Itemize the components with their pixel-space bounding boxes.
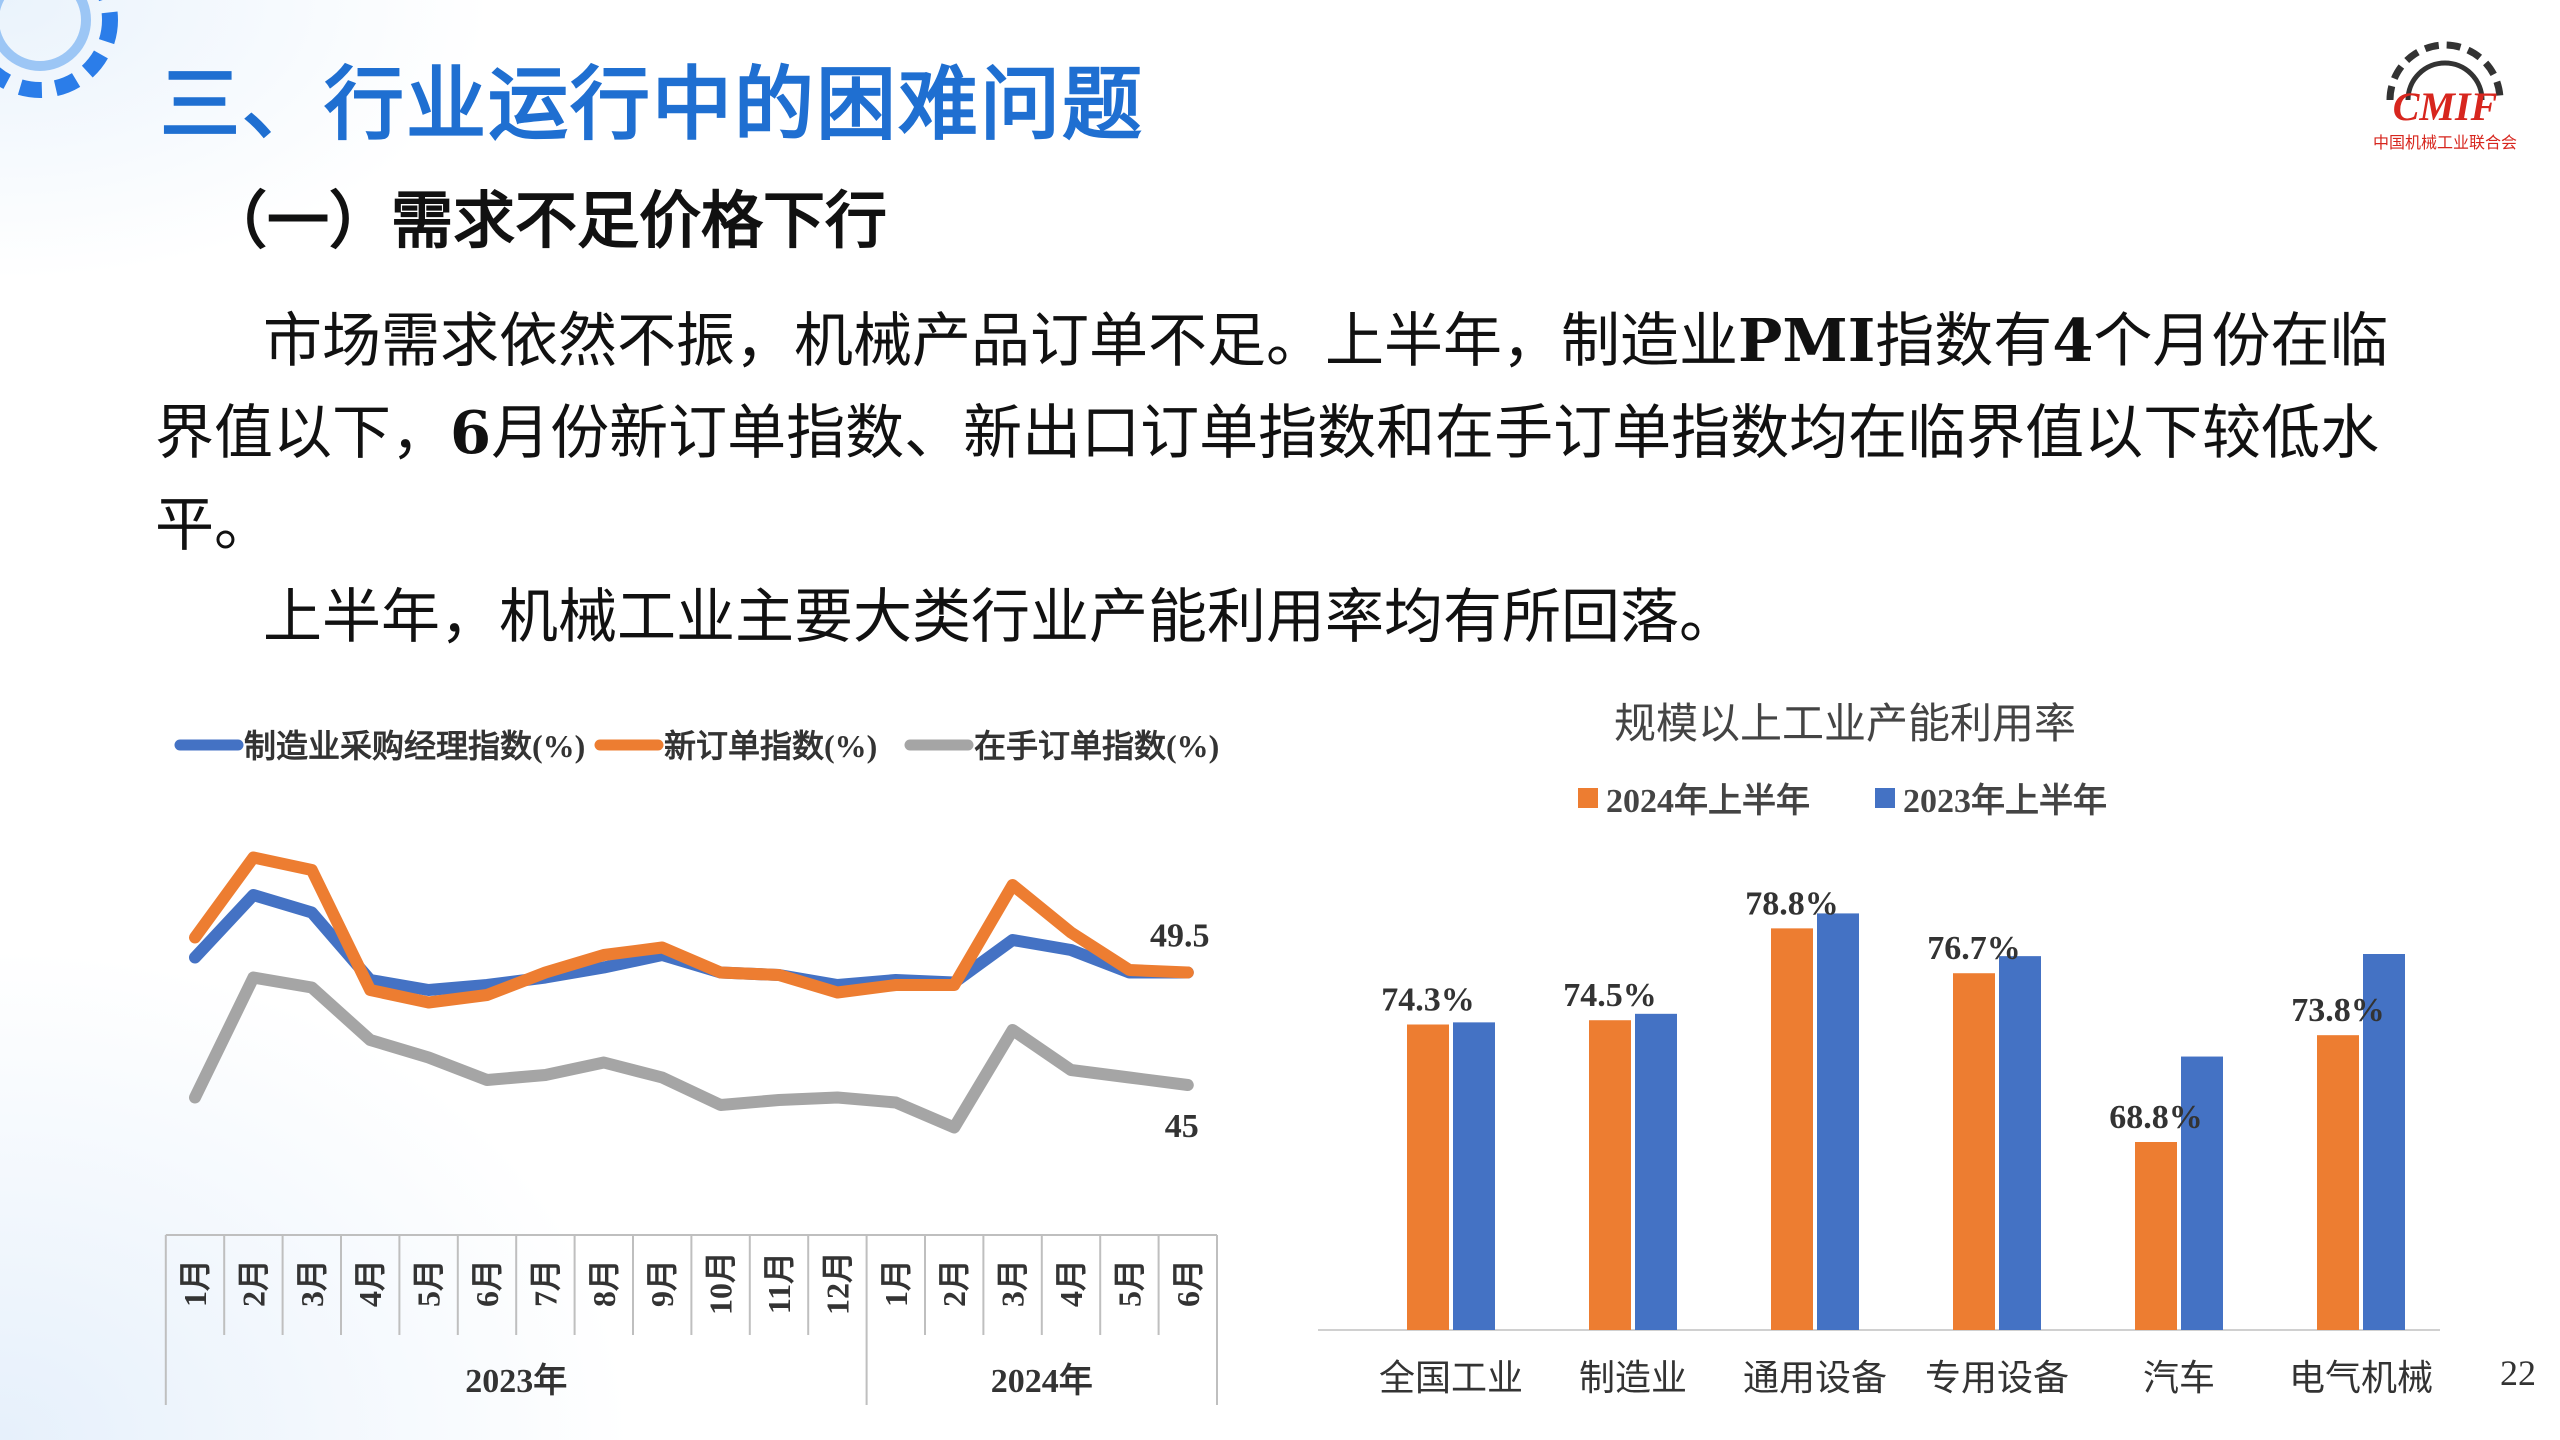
x-tick-label: 2月: [235, 1259, 271, 1307]
bar-data-label-3: 76.7%: [1927, 930, 2021, 967]
bar-2024-5: [2317, 1035, 2359, 1330]
series-line-1: [189, 851, 1194, 1009]
bar-category-label-3: 专用设备: [1925, 1358, 2069, 1398]
bar-legend-label-1: 2023年上半年: [1903, 782, 2107, 820]
bar-2024-2: [1771, 928, 1813, 1330]
x-tick-label: 8月: [586, 1259, 622, 1307]
x-tick-label: 4月: [1053, 1259, 1089, 1307]
group-label-1: 2024年: [991, 1362, 1093, 1400]
end-label-backlog: 45: [1165, 1108, 1199, 1145]
x-tick-label: 12月: [819, 1251, 855, 1315]
bar-2023-1: [1635, 1013, 1677, 1330]
bar-data-label-0: 74.3%: [1381, 982, 1475, 1019]
logo-caption: 中国机械工业联合会: [2373, 134, 2517, 152]
end-label-new-orders: 49.5: [1150, 918, 1210, 955]
bar-2023-4: [2181, 1056, 2223, 1330]
x-tick-label: 9月: [644, 1259, 680, 1307]
bar-data-label-4: 68.8%: [2109, 1099, 2203, 1136]
legend-swatch-0: [1578, 788, 1598, 808]
bar-2024-3: [1953, 973, 1995, 1330]
x-tick-label: 6月: [469, 1259, 505, 1307]
x-tick-label: 11月: [761, 1252, 797, 1314]
x-tick-label: 7月: [527, 1259, 563, 1307]
bar-category-label-4: 汽车: [2143, 1358, 2215, 1398]
section-subtitle: （一）需求不足价格下行: [205, 184, 888, 257]
series-line-2: [189, 971, 1194, 1134]
x-tick-label: 4月: [352, 1259, 388, 1307]
legend-label-0: 制造业采购经理指数(%): [244, 728, 585, 764]
bar-category-label-5: 电气机械: [2289, 1358, 2433, 1398]
x-tick-label: 2月: [936, 1259, 972, 1307]
x-tick-label: 3月: [294, 1259, 330, 1307]
bar-2023-2: [1817, 913, 1859, 1330]
paragraph-1: 市场需求依然不振，机械产品订单不足。上半年，制造业PMI指数有4个月份在临界值以…: [155, 306, 2389, 559]
x-tick-label: 3月: [995, 1259, 1031, 1307]
gear-icon: [2386, 41, 2504, 101]
bar-2023-0: [1453, 1022, 1495, 1330]
bar-category-label-1: 制造业: [1579, 1358, 1687, 1398]
paragraph-2: 上半年，机械工业主要大类行业产能利用率均有所回落。: [263, 582, 1739, 651]
legend-label-2: 在手订单指数(%): [974, 728, 1219, 764]
bar-2024-1: [1589, 1020, 1631, 1330]
bar-data-label-1: 74.5%: [1563, 977, 1657, 1014]
x-tick-label: 5月: [1111, 1259, 1147, 1307]
group-label-0: 2023年: [465, 1362, 567, 1400]
cmif-logo: CMIF 中国机械工业联合会: [2373, 41, 2517, 152]
bar-2024-0: [1407, 1024, 1449, 1330]
bar-2023-3: [1999, 956, 2041, 1330]
legend-swatch-1: [1875, 788, 1895, 808]
x-tick-label: 1月: [177, 1259, 213, 1307]
bar-data-label-2: 78.8%: [1745, 885, 1839, 922]
logo-text: CMIF: [2393, 84, 2498, 129]
bar-data-label-5: 73.8%: [2291, 992, 2385, 1029]
bar-chart-title: 规模以上工业产能利用率: [1614, 701, 2076, 748]
bar-2024-4: [2135, 1142, 2177, 1330]
x-tick-label: 6月: [1170, 1259, 1206, 1307]
x-tick-label: 10月: [703, 1251, 739, 1315]
bar-category-label-0: 全国工业: [1379, 1358, 1523, 1398]
page-number: 22: [2500, 1353, 2536, 1393]
bar-legend-label-0: 2024年上半年: [1606, 782, 1810, 820]
page-title: 三、行业运行中的困难问题: [160, 58, 1144, 151]
bar-category-label-2: 通用设备: [1743, 1358, 1887, 1398]
gear-decoration-icon: [0, 0, 118, 98]
x-tick-label: 1月: [878, 1259, 914, 1307]
legend-label-1: 新订单指数(%): [664, 728, 877, 764]
bar-2023-5: [2363, 954, 2405, 1330]
x-tick-label: 5月: [411, 1259, 447, 1307]
